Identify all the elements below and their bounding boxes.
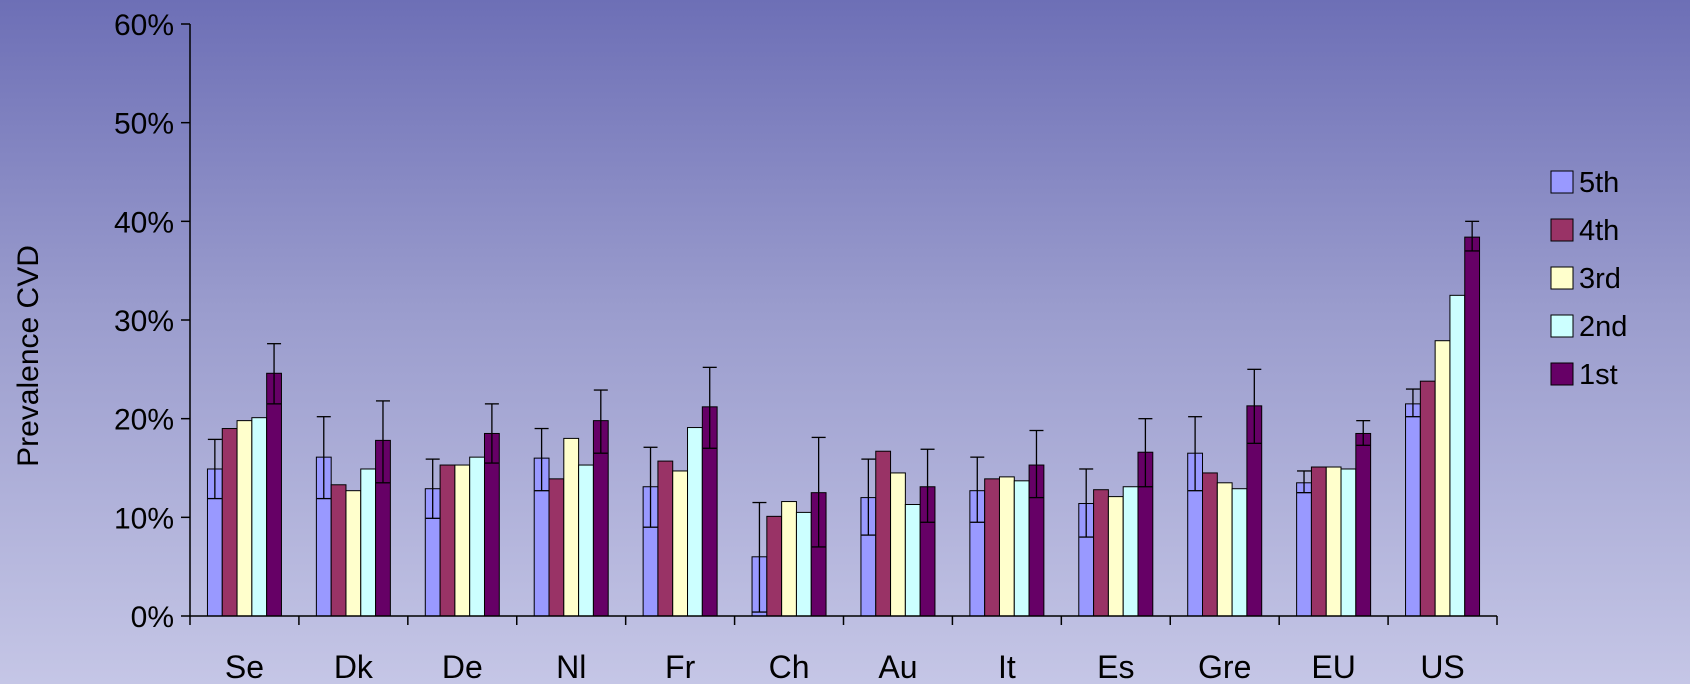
legend-label-4th: 4th (1579, 215, 1619, 247)
x-tick-label: De (442, 649, 483, 684)
x-tick-label: EU (1311, 649, 1355, 684)
bar-5th-EU (1296, 482, 1312, 617)
bar-4th-Au (875, 450, 892, 617)
x-tick-label: Es (1097, 649, 1134, 684)
x-tick-label: Dk (334, 649, 374, 684)
bar-2nd-It (1013, 480, 1030, 617)
bar-2nd-Nl (578, 464, 594, 617)
bar-2nd-Es (1122, 486, 1139, 617)
bar-2nd-EU (1340, 468, 1357, 617)
x-tick-label: Ch (769, 649, 810, 684)
y-tick-label: 20% (114, 404, 174, 437)
x-tick-label: Nl (556, 649, 586, 684)
bar-4th-It (984, 478, 1000, 617)
bar-3rd-Es (1107, 496, 1124, 617)
bar-2nd-US (1449, 294, 1466, 617)
y-axis-label: Prevalence CVD (12, 245, 45, 467)
bar-3rd-Ch (781, 501, 797, 617)
x-tick-label: Au (878, 649, 917, 684)
y-tick-label: 0% (131, 601, 174, 634)
bar-1st-EU (1355, 432, 1372, 617)
bar-5th-US (1405, 403, 1421, 617)
legend-label-1st: 1st (1579, 359, 1618, 391)
error-bars (207, 220, 1480, 613)
bar-4th-Se (221, 428, 238, 617)
bar-2nd-Fr (687, 427, 703, 617)
bar-1st-US (1464, 236, 1481, 617)
bar-2nd-Gre (1231, 488, 1248, 617)
bar-3rd-It (998, 476, 1015, 617)
legend-label-5th: 5th (1579, 167, 1619, 199)
bar-4th-Dk (330, 484, 347, 617)
bar-2nd-Se (251, 417, 268, 617)
bar-3rd-Au (890, 472, 906, 617)
legend: 5th 4th 3rd 2nd 1st (1550, 167, 1627, 391)
bar-1st-Se (266, 372, 282, 617)
bar-2nd-Dk (360, 468, 377, 617)
y-tick-label: 50% (114, 108, 174, 141)
bar-4th-Gre (1202, 472, 1218, 617)
x-tick-label: Fr (665, 649, 696, 684)
bar-4th-De (439, 464, 456, 617)
y-tick-label: 60% (114, 9, 174, 42)
bar-4th-Es (1093, 489, 1109, 617)
bar-3rd-Fr (672, 470, 689, 617)
bar-4th-EU (1310, 466, 1327, 617)
legend-swatch-5th (1550, 170, 1574, 194)
bar-3rd-Dk (345, 490, 362, 617)
bar-2nd-De (469, 456, 485, 617)
legend-label-2nd: 2nd (1579, 311, 1627, 343)
y-tick-label: 10% (114, 502, 174, 535)
y-tick-label: 40% (114, 206, 174, 239)
bar-4th-Fr (657, 460, 674, 617)
legend-swatch-1st (1550, 362, 1574, 386)
bar-3rd-US (1434, 340, 1451, 617)
legend-swatch-3rd (1550, 266, 1574, 290)
bar-3rd-EU (1325, 466, 1342, 617)
y-tick-label: 30% (114, 305, 174, 338)
bar-2nd-Au (904, 504, 921, 617)
bar-4th-Ch (766, 515, 783, 617)
bars (206, 236, 1481, 617)
x-tick-label: Gre (1198, 649, 1251, 684)
x-tick-label: It (998, 649, 1016, 684)
bar-3rd-Se (236, 420, 253, 617)
bar-3rd-De (454, 464, 471, 617)
x-tick-label: US (1420, 649, 1464, 684)
x-axis-ticks: Se Dk De Nl Fr Ch Au It Es Gre EU US (189, 616, 1498, 684)
legend-swatch-4th (1550, 218, 1574, 242)
bar-3rd-Gre (1216, 482, 1233, 617)
bar-4th-Nl (548, 478, 565, 617)
legend-swatch-2nd (1550, 314, 1574, 338)
x-tick-label: Se (225, 649, 264, 684)
bar-3rd-Nl (563, 437, 580, 617)
bar-2nd-Ch (795, 511, 812, 617)
legend-label-3rd: 3rd (1579, 263, 1621, 295)
bar-4th-US (1419, 380, 1436, 617)
y-axis-ticks: 0% 10% 20% 30% 40% 50% 60% (114, 9, 190, 634)
